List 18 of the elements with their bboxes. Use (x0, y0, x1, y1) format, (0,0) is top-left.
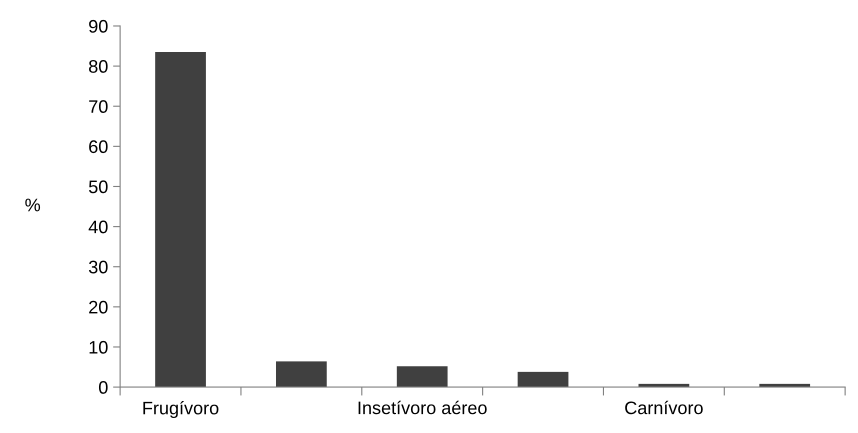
bar (396, 366, 448, 388)
x-tick-label: Insetívoro aéreo (358, 400, 487, 414)
x-tick-label: Frugívoro (143, 400, 218, 418)
y-tick-label: 10 (90, 340, 108, 354)
y-tick-label: 30 (88, 260, 108, 274)
y-tick-label: 50 (88, 180, 108, 194)
y-tick-label: 40 (88, 220, 108, 234)
y-tick-label: 60 (89, 140, 108, 154)
y-tick-label: 70 (89, 100, 108, 113)
y-tick-label: 20 (89, 300, 108, 314)
x-tick-label: Carnívoro (625, 400, 703, 414)
y-axis-title: % (25, 198, 40, 212)
bar (518, 372, 568, 388)
bar (155, 52, 206, 388)
bar (276, 361, 327, 388)
y-tick-label: 90 (89, 20, 108, 33)
y-tick-label: 0 (98, 381, 108, 394)
y-tick-label: 80 (89, 60, 108, 73)
